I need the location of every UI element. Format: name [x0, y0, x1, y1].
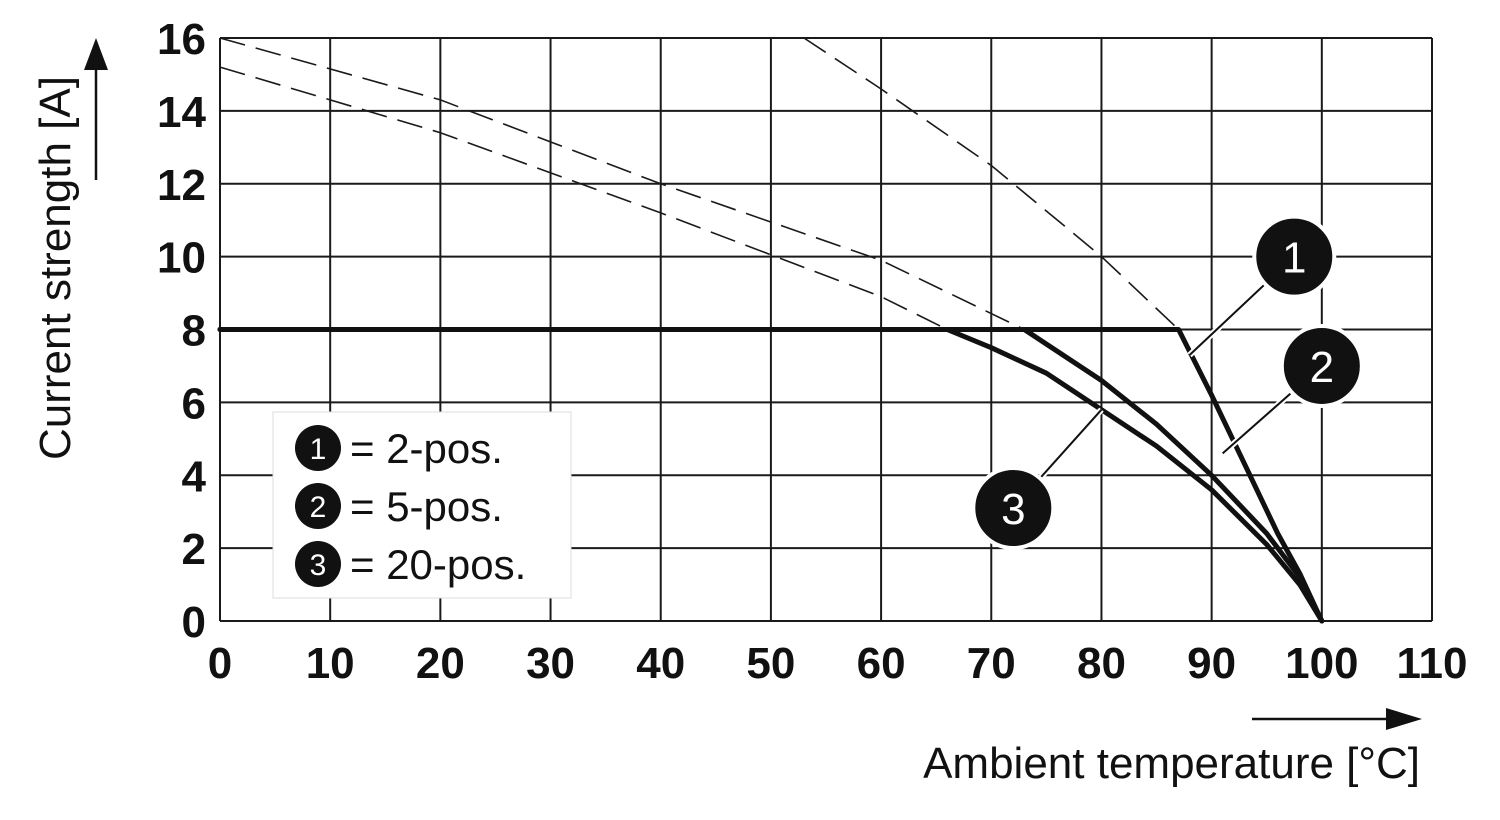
y-tick-label-1: 2: [182, 525, 206, 574]
y-tick-label-4: 8: [182, 307, 206, 356]
legend-label-3: = 20-pos.: [350, 541, 526, 588]
x-tick-label-2: 20: [416, 639, 465, 688]
legend-number-2: 2: [310, 491, 327, 524]
x-tick-label-3: 30: [526, 639, 575, 688]
series-1-dashed-line: [803, 37, 1180, 331]
legend-number-3: 3: [310, 549, 327, 582]
x-tick-label-8: 80: [1077, 639, 1126, 688]
x-axis-arrow-head: [1386, 708, 1422, 730]
series-lines: [217, 37, 1325, 624]
legend-badge-1: [295, 425, 341, 471]
callout-3-badge: [971, 466, 1056, 551]
callouts: 1 2 3: [971, 214, 1364, 551]
series-2-solid-line: [217, 327, 1325, 624]
callout-2-number: 2: [1310, 343, 1334, 392]
legend-label-1: = 2-pos.: [350, 425, 503, 472]
x-tick-label-10: 100: [1285, 639, 1358, 688]
callout-1-badge: [1252, 214, 1337, 299]
y-tick-label-2: 4: [182, 452, 207, 501]
series-2-dashed-line: [219, 37, 1025, 331]
y-tick-label-7: 14: [157, 88, 206, 137]
y-tick-label-6: 12: [157, 161, 206, 210]
series-3-dashed-line: [219, 66, 948, 331]
x-tick-label-6: 60: [857, 639, 906, 688]
y-tick-label-3: 6: [182, 379, 206, 428]
y-tick-label-0: 0: [182, 598, 206, 647]
x-axis-label: Ambient temperature [°C]: [923, 739, 1420, 788]
callout-2-badge: [1279, 323, 1364, 408]
x-tick-label-5: 50: [746, 639, 795, 688]
x-tick-label-9: 90: [1187, 639, 1236, 688]
x-tick-label-0: 0: [208, 639, 232, 688]
legend-number-1: 1: [310, 433, 327, 466]
callout-1-number: 1: [1282, 234, 1306, 283]
callout-3-number: 3: [1001, 485, 1025, 534]
x-tick-label-11: 110: [1397, 639, 1468, 688]
y-tick-label-8: 16: [157, 15, 206, 64]
y-axis-label: Current strength [A]: [31, 76, 80, 460]
legend-label-2: = 5-pos.: [350, 483, 503, 530]
legend: 1 = 2-pos. 2 = 5-pos. 3 = 20-pos.: [272, 411, 572, 599]
y-tick-label-5: 10: [157, 234, 206, 283]
series-3-solid-line: [217, 327, 1325, 624]
x-tick-label-4: 40: [636, 639, 685, 688]
y-axis-arrow-head: [84, 38, 108, 70]
legend-badge-2: [295, 483, 341, 529]
x-tick-label-7: 70: [967, 639, 1016, 688]
legend-badge-3: [295, 541, 341, 587]
x-tick-label-1: 10: [306, 639, 355, 688]
